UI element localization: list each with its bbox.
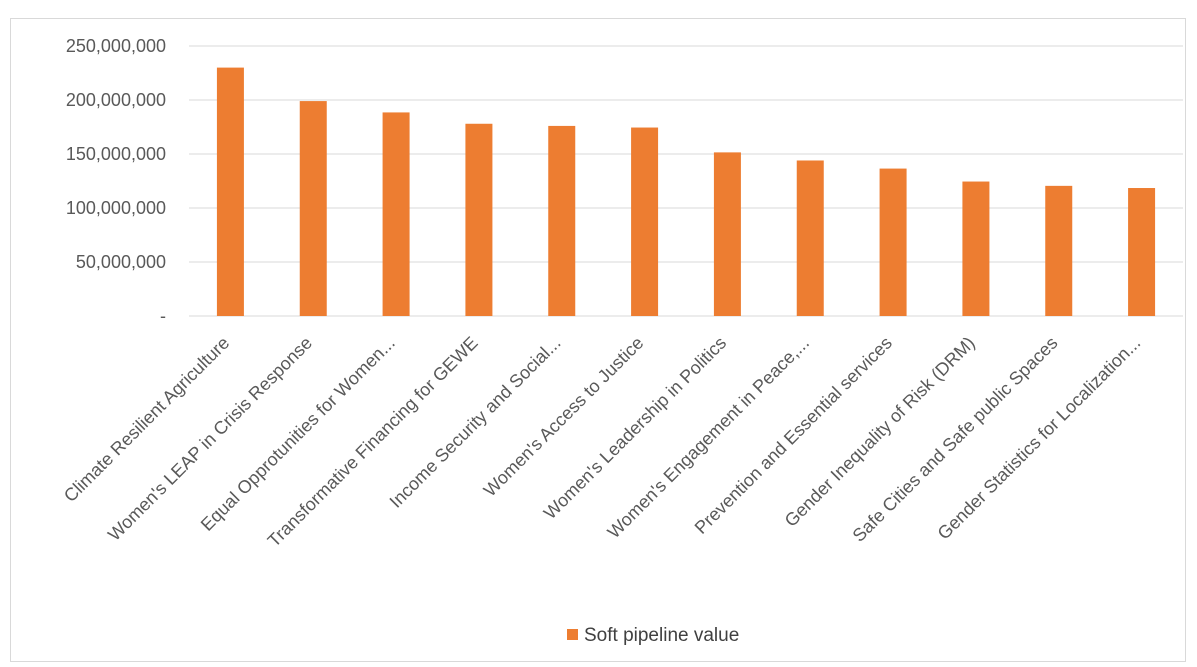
bar bbox=[465, 123, 493, 316]
bar bbox=[382, 112, 410, 316]
bar bbox=[631, 127, 659, 316]
bars bbox=[216, 67, 1156, 316]
y-axis-tick-labels: - 50,000,000 100,000,000 150,000,000 200,000… bbox=[66, 36, 166, 326]
x-tick-label: Climate Resilient Agriculture bbox=[60, 333, 233, 506]
legend-label: Soft pipeline value bbox=[584, 625, 739, 646]
bar bbox=[796, 160, 824, 316]
y-tick-label: 50,000,000 bbox=[76, 252, 166, 272]
x-tick-label: Women's Access to Justice bbox=[480, 333, 648, 501]
bar bbox=[879, 168, 907, 316]
y-tick-label: 100,000,000 bbox=[66, 198, 166, 218]
y-tick-label: - bbox=[160, 306, 166, 326]
bar bbox=[216, 67, 244, 316]
y-tick-label: 150,000,000 bbox=[66, 144, 166, 164]
bar bbox=[1045, 185, 1073, 316]
legend-swatch bbox=[567, 629, 578, 640]
bar bbox=[548, 125, 576, 316]
y-tick-label: 250,000,000 bbox=[66, 36, 166, 56]
x-tick-label: Women's Leadership in Politics bbox=[540, 333, 730, 523]
x-tick-label: Income Security and Social... bbox=[386, 333, 565, 512]
bar bbox=[1128, 188, 1156, 316]
bar bbox=[713, 152, 741, 316]
bar-chart: - 50,000,000 100,000,000 150,000,000 200,000… bbox=[60, 36, 1183, 646]
legend: Soft pipeline value bbox=[567, 625, 739, 646]
y-tick-label: 200,000,000 bbox=[66, 90, 166, 110]
bar bbox=[299, 101, 327, 316]
chart-area: - 50,000,000 100,000,000 150,000,000 200,000… bbox=[10, 18, 1186, 662]
bar bbox=[962, 181, 990, 316]
gridlines bbox=[189, 45, 1183, 317]
